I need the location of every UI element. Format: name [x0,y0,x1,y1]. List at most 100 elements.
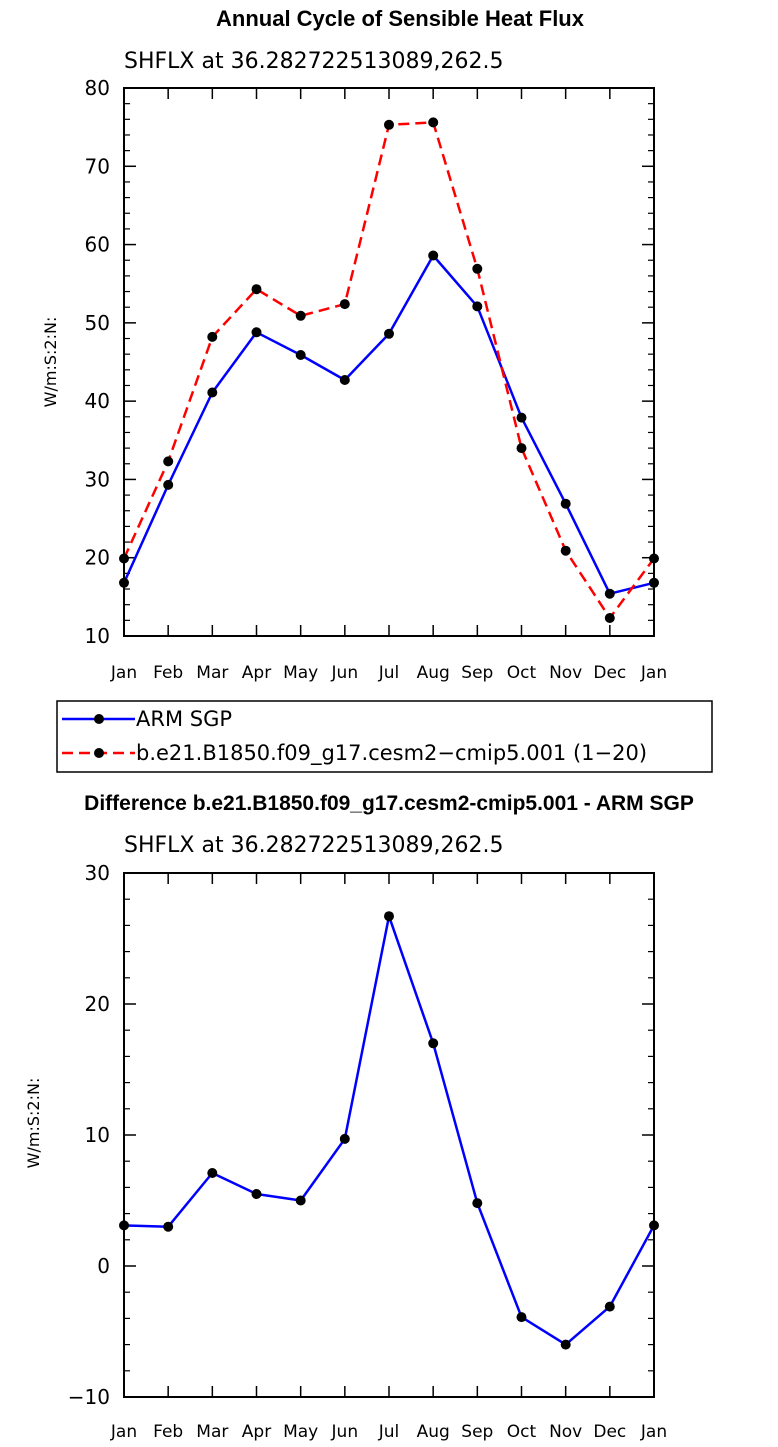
data-point [516,412,527,423]
legend-label-cesm2: b.e21.B1850.f09_g17.cesm2−cmip5.001 (1−2… [136,741,647,766]
data-point [163,456,174,467]
chart1-ylabel: W/m:S:2:N: [41,317,60,408]
data-point [339,375,350,385]
y-tick-label: 70 [85,154,110,178]
chart2-y-tick-labels: −10 0 10 20 30 [68,861,110,1409]
y-tick-label: −10 [68,1385,110,1409]
x-tick-label: Jan [110,1422,137,1442]
chart2-axes [123,872,655,1398]
data-point [604,588,615,599]
data-point [251,1189,262,1199]
series-line-1-1 [122,254,655,595]
data-point [384,911,394,922]
y-tick-label: 50 [85,311,110,335]
data-point [472,1198,483,1209]
y-tick-label: 20 [85,546,110,570]
y-tick-label: 30 [85,467,110,491]
chart2-title: Difference b.e21.B1850.f09_g17.cesm2-cmi… [84,792,694,815]
data-point [472,301,483,312]
x-tick-label: Aug [417,663,450,683]
series-line-2-1 [123,914,656,1346]
data-point [339,1133,350,1144]
data-point [649,577,659,588]
chart1-y-tick-labels: 10 20 30 40 50 60 70 80 [85,76,110,648]
y-tick-label: 0 [97,1254,110,1278]
y-tick-label: 10 [85,624,110,648]
legend-entry-cesm2: b.e21.B1850.f09_g17.cesm2−cmip5.001 (1−2… [62,741,647,766]
x-tick-label: Apr [242,663,271,683]
chart1-axes [123,87,655,637]
legend-box [56,700,713,773]
x-tick-label: Apr [242,1422,271,1442]
x-tick-label: Feb [153,1422,183,1442]
x-tick-label: Jun [331,1422,359,1442]
chart1-x-tick-labels: Jan Feb Mar Apr May Jun Jul Aug Sep Oct Nov Dec Jan [110,663,667,683]
y-tick-label: 80 [85,76,110,100]
x-tick-label: Dec [593,663,626,683]
legend-entry-arm-sgp: ARM SGP [62,707,232,731]
data-point [119,553,129,564]
x-tick-label: Nov [549,663,582,683]
x-tick-label: Dec [593,1422,626,1442]
legend-label-arm-sgp: ARM SGP [136,707,232,731]
data-point [649,1220,659,1231]
chart1-title: Annual Cycle of Sensible Heat Flux [216,6,585,31]
x-tick-label: Jul [378,663,400,683]
data-point [207,387,218,398]
data-point [560,545,571,556]
x-tick-label: Jan [110,663,137,683]
y-tick-label: 20 [85,992,110,1016]
data-point [604,613,615,623]
x-tick-label: Mar [196,663,228,683]
x-tick-label: May [283,1422,318,1442]
data-point [384,119,394,130]
data-point [251,284,262,295]
y-tick-label: 10 [85,1123,110,1147]
x-tick-label: Feb [153,663,183,683]
data-point [163,1221,174,1232]
x-tick-label: Oct [507,663,537,683]
data-point [295,350,306,360]
data-point [119,577,129,588]
chart1-legend: ARM SGP b.e21.B1850.f09_g17.cesm2−cmip5.… [56,700,713,773]
series-line-1-2 [122,121,656,620]
data-point [560,1339,571,1350]
data-point [295,1195,306,1206]
chart2-ylabel: W/m:S:2:N: [24,1078,43,1169]
data-point [604,1301,615,1312]
data-point [560,498,571,509]
x-tick-label: Sep [461,1422,493,1442]
y-tick-label: 60 [85,233,110,257]
data-point [428,250,439,261]
chart2-x-tick-labels: Jan Feb Mar Apr May Jun Jul Aug Sep Oct Nov Dec Jan [110,1422,667,1442]
x-tick-label: Mar [196,1422,228,1442]
x-tick-label: Jan [640,1422,667,1442]
y-tick-label: 40 [85,389,110,413]
chart2-series [119,911,659,1350]
x-tick-label: Oct [507,1422,537,1442]
data-point [119,1220,129,1231]
x-tick-label: Jul [378,1422,400,1442]
data-point [339,299,350,310]
data-point [516,1312,527,1323]
chart1-series [119,117,659,623]
x-tick-label: Aug [417,1422,450,1442]
chart1-subtitle: SHFLX at 36.282722513089,262.5 [124,49,504,74]
plot-frame [123,872,655,1398]
y-tick-label: 30 [85,861,110,885]
data-point [649,553,659,564]
data-point [472,263,483,274]
x-tick-label: Sep [461,663,493,683]
data-point [384,328,394,339]
legend-marker-cesm2 [94,748,104,758]
data-point [295,310,306,321]
data-point [428,117,439,128]
x-tick-label: May [283,663,318,683]
data-point [207,331,218,342]
x-tick-label: Nov [549,1422,582,1442]
x-tick-label: Jan [640,663,667,683]
x-tick-label: Jun [331,663,359,683]
data-point [516,443,527,454]
data-point [163,479,174,490]
